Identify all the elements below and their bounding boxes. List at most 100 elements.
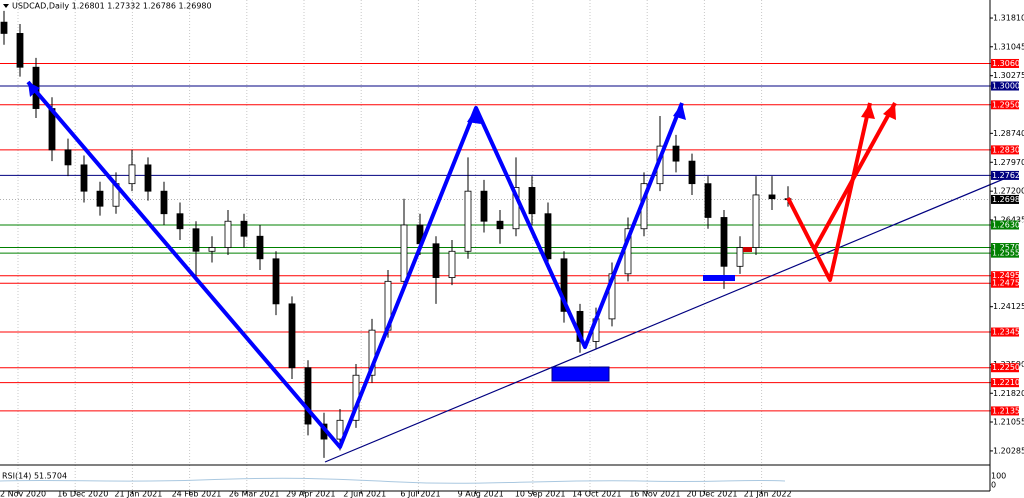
- arrow-head: [861, 103, 875, 119]
- y-tick-label: 1.27970: [993, 158, 1024, 167]
- candle-body: [688, 160, 696, 185]
- level-label: 1.27620: [992, 171, 1024, 180]
- x-tick-label: 24 Feb 2021: [172, 490, 222, 498]
- candle-body: [144, 164, 152, 192]
- rsi-label: RSI(14) 51.5704: [2, 472, 67, 481]
- projection-arrow: [813, 102, 897, 249]
- candle-body: [464, 190, 472, 252]
- candle-body: [720, 217, 728, 267]
- level-label: 1.21350: [992, 406, 1024, 415]
- level-tag: [991, 145, 1019, 155]
- candle-body: [400, 224, 408, 282]
- candle-body: [16, 33, 24, 68]
- candle-body: [80, 164, 88, 192]
- grid: [17, 0, 763, 491]
- level-tag: [991, 363, 1019, 373]
- x-tick-label: 16 Nov 2021: [629, 490, 680, 498]
- candles: [0, 10, 792, 458]
- level-tag: [991, 220, 1019, 230]
- current-price-tag: [991, 194, 1019, 204]
- candle-body: [704, 183, 712, 218]
- y-tick-label: 1.27200: [993, 187, 1024, 196]
- x-tick-label: 29 Apr 2021: [286, 490, 335, 498]
- candle-body: [240, 220, 248, 237]
- current-price-label: 1.26980: [992, 195, 1024, 204]
- candle-body: [432, 243, 440, 278]
- arrow-head: [28, 82, 40, 97]
- candle-body: [0, 21, 8, 34]
- candle-body: [96, 190, 104, 207]
- level-tag: [991, 243, 1019, 253]
- candle-body: [560, 258, 568, 312]
- candle-body: [288, 303, 296, 369]
- annotations: [26, 80, 1019, 463]
- level-label: 1.22102: [992, 378, 1024, 387]
- level-tag: [991, 327, 1019, 337]
- arrow-head: [467, 108, 481, 124]
- candle-body: [304, 367, 312, 425]
- y-tick-label: 1.31810: [993, 14, 1024, 23]
- candle-body: [480, 190, 488, 222]
- x-tick-label: 14 Oct 2021: [572, 490, 621, 498]
- y-tick-label: 1.21055: [993, 417, 1024, 426]
- candle-body: [192, 228, 200, 252]
- zone-box: [703, 275, 735, 281]
- arrow-head: [883, 103, 896, 120]
- level-label: 1.25700: [992, 243, 1024, 252]
- y-tick-label: 1.21820: [993, 389, 1024, 398]
- candle-body: [208, 247, 216, 252]
- candle-body: [256, 235, 264, 260]
- x-tick-label: 9 Aug 2021: [458, 490, 504, 498]
- rsi-tick-label: 0: [991, 481, 996, 490]
- x-tick-label: 21 Jan 2021: [114, 490, 162, 498]
- level-label: 1.22500: [992, 363, 1024, 372]
- candle-body: [160, 190, 168, 215]
- trend-line: [324, 172, 1019, 463]
- x-tick-label: 26 Mar 2021: [229, 490, 280, 498]
- candle-body: [512, 187, 520, 230]
- level-label: 1.28300: [992, 145, 1024, 154]
- candle-body: [128, 164, 136, 185]
- rsi-tick-label: 100: [991, 472, 1006, 481]
- zone-box: [551, 366, 610, 382]
- y-tick-label: 1.24125: [993, 302, 1024, 311]
- candle-body: [496, 220, 504, 230]
- level-tag: [991, 100, 1019, 110]
- chart-title: USDCAD,Daily 1.26801 1.27332 1.26786 1.2…: [12, 2, 212, 11]
- x-tick-label: 2 Jun 2021: [343, 490, 386, 498]
- zone-box: [743, 247, 752, 252]
- x-tick-label: 6 Jul 2021: [400, 490, 440, 498]
- level-tag: [991, 248, 1019, 258]
- x-tick-label: 20 Dec 2021: [686, 490, 737, 498]
- y-tick-label: 1.31045: [993, 42, 1024, 51]
- level-label: 1.24950: [992, 271, 1024, 280]
- candle-body: [64, 149, 72, 166]
- level-tag: [991, 278, 1019, 288]
- axis-labels: 1.31810 1.31045 1.30275 1.28740 1.27970 1.272…: [0, 14, 1024, 498]
- candle-body: [544, 213, 552, 260]
- candle-body: [176, 213, 184, 230]
- y-tick-label: 1.30275: [993, 71, 1024, 80]
- candle-body: [272, 258, 280, 305]
- candle-body: [336, 419, 344, 440]
- candle-body: [768, 194, 776, 200]
- candle-body: [368, 329, 376, 376]
- candle-body: [672, 145, 680, 162]
- x-tick-label: 10 Sep 2021: [515, 490, 566, 498]
- candle-body: [528, 187, 536, 215]
- level-label: 1.25550: [992, 249, 1024, 258]
- projection-arrow: [786, 102, 872, 282]
- levels: [0, 62, 1018, 412]
- level-tag: [991, 81, 1019, 91]
- x-tick-label: 21 Jan 2022: [744, 490, 792, 498]
- level-label: 1.30000: [992, 82, 1024, 91]
- rsi-line: [0, 477, 786, 484]
- level-tag: [991, 378, 1019, 388]
- candle-body: [752, 194, 760, 248]
- y-tick-label: 1.20285: [993, 446, 1024, 455]
- x-tick-label: 16 Dec 2020: [57, 490, 108, 498]
- candle-body: [448, 250, 456, 278]
- level-label: 1.30600: [992, 59, 1024, 68]
